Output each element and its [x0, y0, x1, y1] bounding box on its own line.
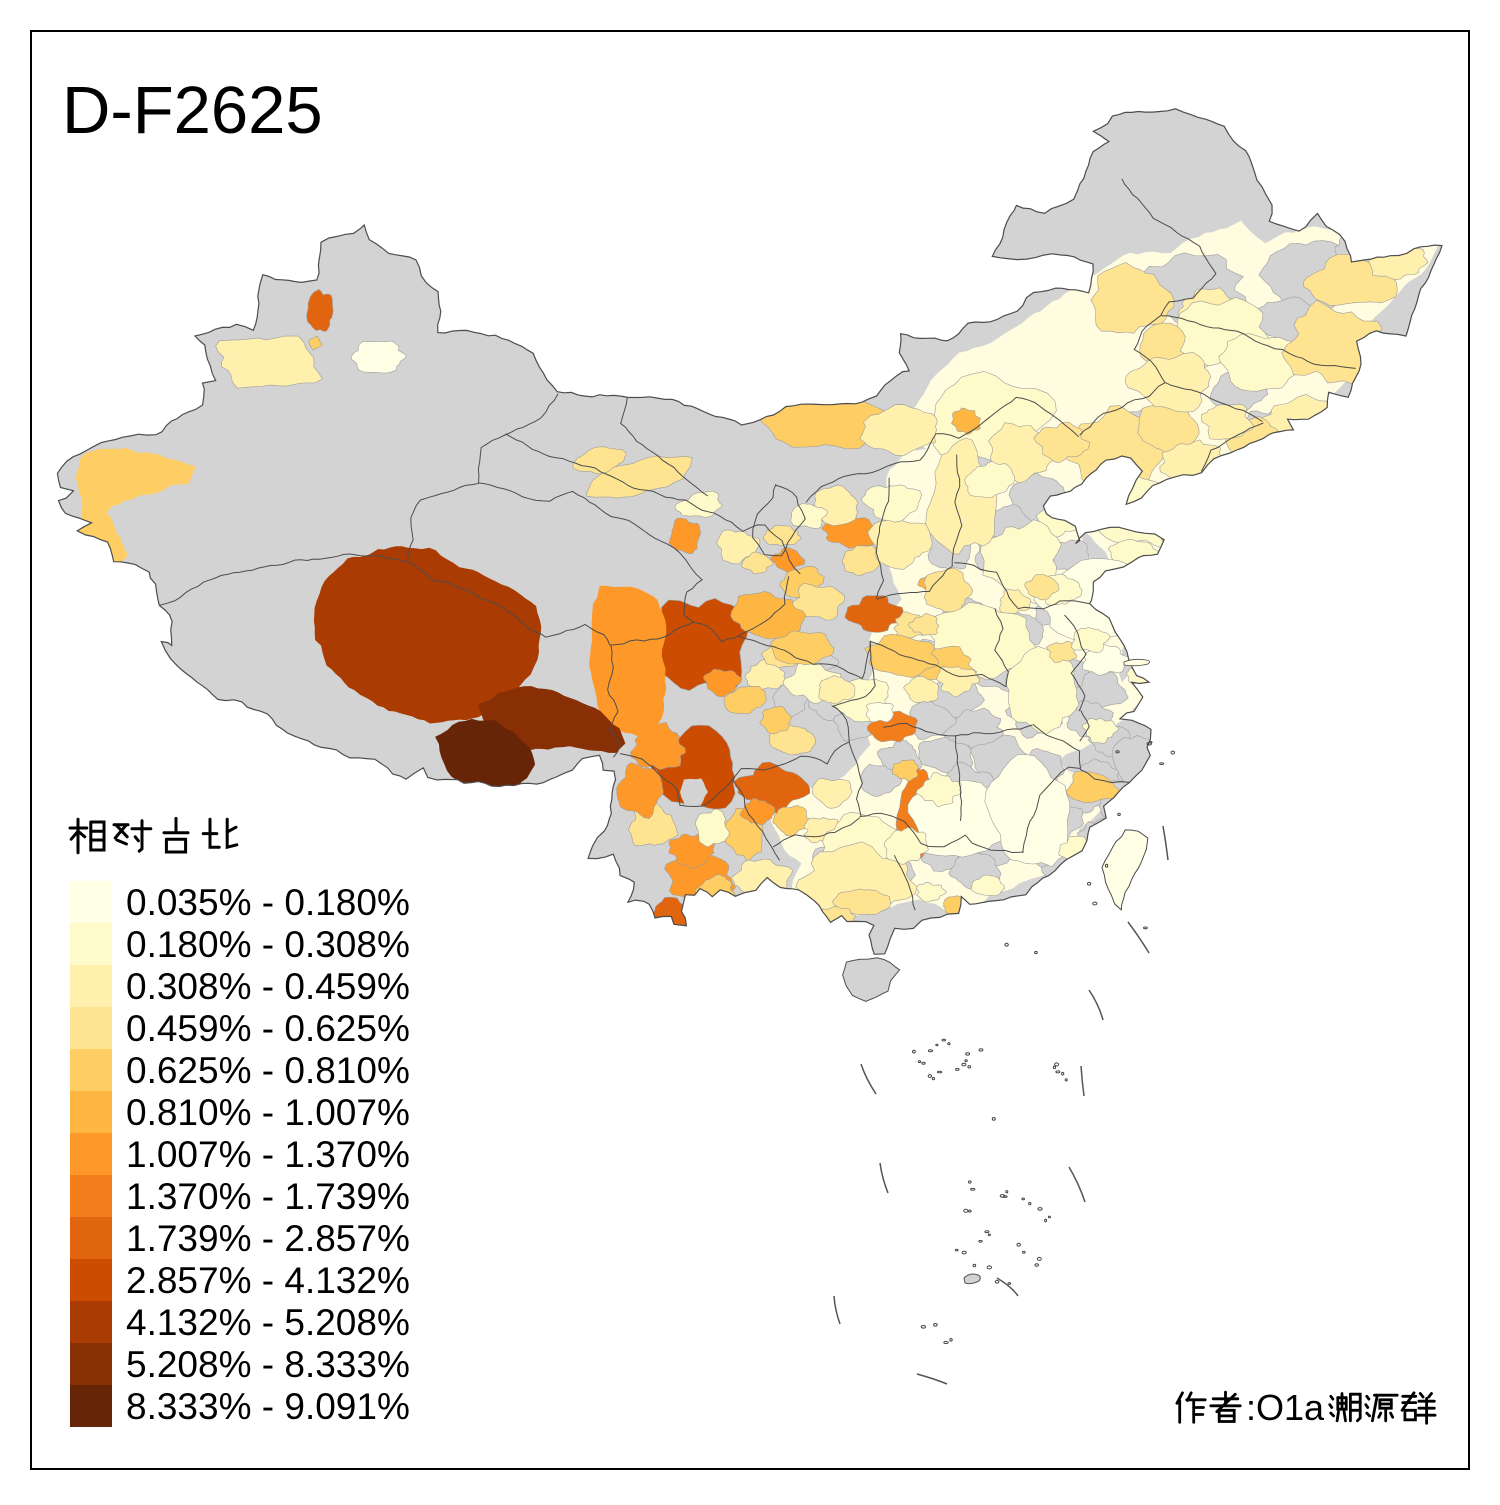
svg-text:1.007% - 1.370%: 1.007% - 1.370% [126, 1134, 410, 1175]
svg-text:0.180% - 0.308%: 0.180% - 0.308% [126, 924, 410, 965]
svg-text:5.208% - 8.333%: 5.208% - 8.333% [126, 1344, 410, 1385]
svg-text:0.308% - 0.459%: 0.308% - 0.459% [126, 966, 410, 1007]
svg-text:2.857% - 4.132%: 2.857% - 4.132% [126, 1260, 410, 1301]
svg-text:4.132% - 5.208%: 4.132% - 5.208% [126, 1302, 410, 1343]
svg-text:0.459% - 0.625%: 0.459% - 0.625% [126, 1008, 410, 1049]
svg-text:0.810% - 1.007%: 0.810% - 1.007% [126, 1092, 410, 1133]
svg-text:D-F2625: D-F2625 [62, 73, 323, 148]
svg-text::O1a: :O1a [1246, 1387, 1325, 1428]
svg-text:8.333% - 9.091%: 8.333% - 9.091% [126, 1386, 410, 1427]
svg-text:0.035% - 0.180%: 0.035% - 0.180% [126, 882, 410, 923]
svg-text:1.370% - 1.739%: 1.370% - 1.739% [126, 1176, 410, 1217]
svg-text:0.625% - 0.810%: 0.625% - 0.810% [126, 1050, 410, 1091]
svg-text:1.739% - 2.857%: 1.739% - 2.857% [126, 1218, 410, 1259]
